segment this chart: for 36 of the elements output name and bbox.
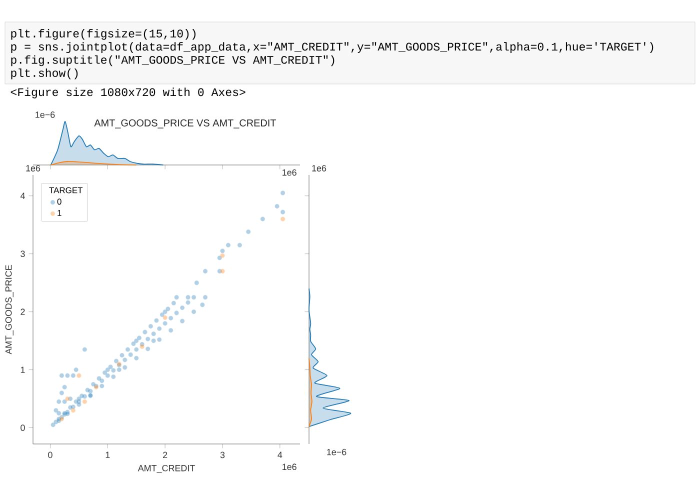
- legend-label: 1: [58, 210, 62, 216]
- legend-title: TARGET: [49, 187, 83, 194]
- y-tick-label: 3: [20, 250, 25, 258]
- y-axis-title: AMT_GOODS_PRICE: [5, 265, 14, 354]
- y-tick-label: 2: [20, 308, 25, 315]
- text: 1e6: [282, 464, 296, 470]
- point: [140, 344, 145, 350]
- x-tick-label: 3: [220, 452, 225, 458]
- text: p = sns.jointplot(data=df_app_data,x="AMT_CREDIT",y="AMT_GOODS_PRICE",alpha=0.1,hue='TARGET'): [11, 42, 654, 53]
- text: 1e6: [312, 165, 326, 172]
- point: [82, 399, 88, 404]
- y-tick-label: 0: [20, 424, 25, 431]
- point: [162, 315, 168, 320]
- x-tick-label: 0: [48, 452, 52, 458]
- text: 1e−6: [327, 448, 346, 456]
- point: [280, 216, 286, 222]
- point: [70, 408, 76, 413]
- y-tick-label: 1: [20, 366, 25, 373]
- point: [65, 396, 70, 402]
- chart-title: AMT_GOODS_PRICE VS AMT_CREDIT: [94, 119, 276, 128]
- text: <Figure size 1080x720 with 0 Axes>: [10, 88, 246, 98]
- legend-label: 0: [57, 198, 62, 205]
- point: [220, 268, 225, 274]
- x-tick-label: 1: [106, 452, 110, 458]
- x-tick-label: 2: [163, 452, 168, 458]
- x-tick-label: 4: [278, 452, 282, 458]
- point: [76, 373, 82, 378]
- text: 1e6: [26, 165, 40, 172]
- x-axis-title: AMT_CREDIT: [138, 464, 195, 473]
- annotation: 1e6: [282, 169, 296, 176]
- text: plt.figure(figsize=(15,10)): [11, 29, 196, 40]
- y-tick-label: 4: [20, 192, 25, 199]
- text: 1e−6: [36, 112, 55, 118]
- point: [220, 253, 225, 258]
- text: p.fig.suptitle("AMT_GOODS_PRICE VS AMT_CREDIT"): [11, 55, 334, 66]
- text: plt.show(): [11, 68, 78, 80]
